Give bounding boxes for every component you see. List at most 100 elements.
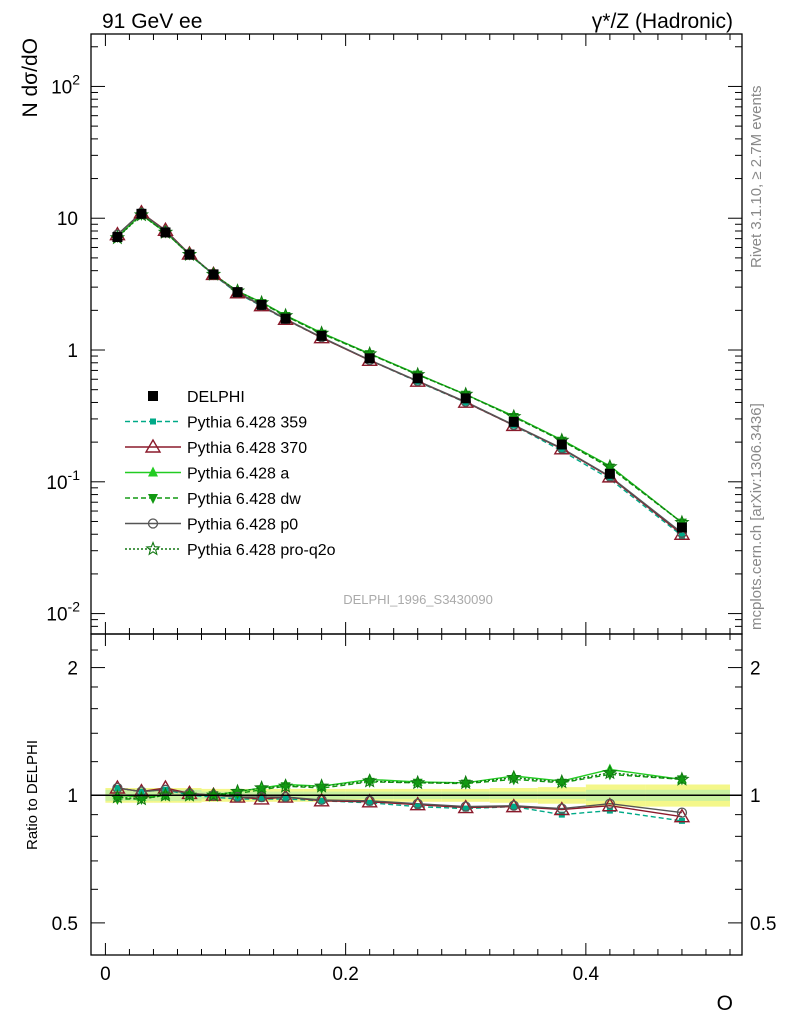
ratio-data-point <box>256 791 267 803</box>
x-tick-label: 0.2 <box>332 964 358 985</box>
ratio-data-point <box>604 798 616 809</box>
ratio-data-point <box>412 798 423 809</box>
legend-label: Pythia 6.428 p0 <box>187 517 298 534</box>
ratio-data-point <box>362 773 378 788</box>
ratio-y-tick-label: 1 <box>67 786 78 807</box>
ratio-data-point <box>366 799 373 806</box>
ratio-data-point <box>181 787 198 802</box>
legend-label: Pythia 6.428 359 <box>187 415 307 432</box>
ratio-data-point <box>205 787 222 802</box>
ratio-data-point <box>458 774 474 790</box>
ratio-y-axis-label: Ratio to DELPHI <box>24 740 41 850</box>
ratio-data-point <box>508 800 519 811</box>
ratio-data-point <box>505 798 523 813</box>
ratio-data-point <box>280 791 291 803</box>
main-data-point <box>184 249 195 260</box>
legend-marker <box>150 418 156 425</box>
main-data-point <box>316 330 327 341</box>
ratio-data-point <box>556 803 567 814</box>
ratio-data-point <box>364 777 375 788</box>
ratio-y-tick-label-right: 1 <box>750 786 761 807</box>
ratio-data-point <box>678 817 685 824</box>
ratio-data-point <box>457 799 474 814</box>
legend-marker <box>148 494 158 504</box>
main-data-point <box>136 208 147 219</box>
ratio-data-point <box>460 801 471 812</box>
legend-marker <box>145 540 161 556</box>
ratio-data-point <box>410 774 426 790</box>
ratio-data-point <box>184 791 195 802</box>
ratio-data-point <box>277 778 294 793</box>
main-data-point <box>558 447 565 454</box>
ratio-data-point <box>364 795 375 806</box>
ratio-data-point <box>280 782 291 793</box>
ratio-series-line <box>117 787 682 814</box>
ratio-data-point <box>313 778 330 793</box>
main-data-point <box>232 287 243 298</box>
main-data-point <box>208 269 219 280</box>
main-data-point <box>160 227 171 238</box>
ratio-data-point <box>602 764 618 780</box>
main-series-line <box>116 211 683 537</box>
chart-title-left: 91 GeV ee <box>102 10 202 33</box>
ratio-data-point <box>361 793 378 808</box>
ratio-data-point <box>556 778 567 789</box>
legend-label: Pythia 6.428 370 <box>187 440 307 457</box>
ratio-data-point <box>506 769 522 785</box>
ratio-data-point <box>136 786 147 797</box>
ratio-y-tick-label-right: 0.5 <box>750 914 776 935</box>
y-tick-label: 10-1 <box>46 467 80 494</box>
chart-title-right: γ*/Z (Hadronic) <box>592 10 733 33</box>
main-data-point <box>508 416 519 427</box>
ratio-y-tick-label-right: 2 <box>750 659 761 680</box>
main-data-point <box>604 468 615 479</box>
ratio-data-point <box>229 783 246 799</box>
legend-label: Pythia 6.428 dw <box>187 491 301 508</box>
legend-marker <box>148 391 158 401</box>
legend-marker <box>147 518 159 529</box>
legend-label: Pythia 6.428 a <box>187 466 289 483</box>
y-tick-label: 1 <box>67 341 78 362</box>
main-data-point <box>460 393 471 404</box>
main-data-point <box>556 439 567 450</box>
rivet-side-label: Rivet 3.1.10, ≥ 2.7M events <box>748 85 765 269</box>
main-data-point <box>606 476 613 483</box>
main-series-line <box>116 211 683 534</box>
y-tick-label: 10 <box>57 209 78 230</box>
ratio-data-point <box>114 785 121 792</box>
ratio-data-point <box>160 784 171 795</box>
analysis-watermark: DELPHI_1996_S3430090 <box>343 592 493 607</box>
ratio-data-point <box>460 779 471 790</box>
ratio-data-point <box>554 773 570 789</box>
main-data-point <box>256 299 267 310</box>
ratio-data-point <box>462 805 469 812</box>
ratio-data-point <box>412 778 423 789</box>
main-y-axis-label: N dσ/dO <box>19 38 42 118</box>
ratio-data-point <box>208 791 219 802</box>
main-data-point <box>280 313 291 324</box>
main-data-point <box>412 373 423 384</box>
ratio-data-point <box>318 797 325 804</box>
ratio-data-point <box>136 794 147 805</box>
ratio-data-point <box>282 795 289 802</box>
ratio-data-point <box>676 775 687 786</box>
ratio-data-point <box>601 797 619 812</box>
main-data-point <box>112 232 123 243</box>
x-axis-label: O <box>717 992 733 1015</box>
ratio-y-tick-label: 0.5 <box>52 914 78 935</box>
ratio-y-tick-label: 2 <box>67 659 78 680</box>
ratio-data-point <box>157 787 174 802</box>
ratio-data-point <box>133 790 150 806</box>
y-tick-label: 102 <box>51 71 80 98</box>
ratio-data-point <box>414 803 421 810</box>
main-data-point <box>676 522 687 533</box>
ratio-data-point <box>112 782 123 794</box>
legend-label: DELPHI <box>187 389 245 406</box>
legend-marker <box>148 466 158 477</box>
main-data-point <box>364 353 375 364</box>
ratio-data-point <box>258 795 265 802</box>
ratio-data-point <box>253 779 270 795</box>
ratio-data-point <box>510 803 517 810</box>
ratio-data-point <box>676 807 688 818</box>
